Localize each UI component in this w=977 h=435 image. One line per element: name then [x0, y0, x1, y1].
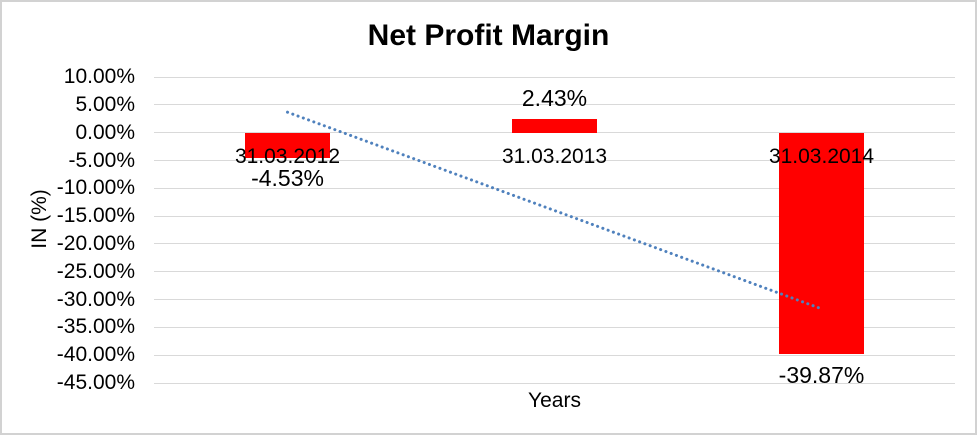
- y-tick-label: -10.00%: [56, 176, 135, 200]
- y-tick-label: 0.00%: [75, 120, 135, 144]
- y-tick-label: -25.00%: [56, 259, 135, 283]
- y-tick-label: 10.00%: [63, 65, 135, 88]
- y-tick-label: 5.00%: [75, 92, 135, 116]
- y-tick-label: -15.00%: [56, 204, 135, 228]
- category-label: 31.03.2013: [501, 144, 608, 168]
- data-label: 2.43%: [521, 85, 588, 112]
- y-tick-label: -30.00%: [56, 287, 135, 311]
- chart-title: Net Profit Margin: [367, 19, 610, 52]
- gridline: [154, 354, 955, 356]
- data-label: -39.87%: [778, 361, 865, 388]
- y-tick-label: -35.00%: [56, 315, 135, 339]
- y-tick-label: -5.00%: [68, 148, 135, 172]
- y-tick-label: -40.00%: [56, 343, 135, 367]
- x-axis-title: Years: [528, 389, 581, 412]
- gridline: [154, 382, 955, 384]
- y-tick-label: -45.00%: [56, 371, 135, 394]
- trendline-dotted-line: [286, 110, 823, 311]
- category-label: 31.03.2014: [768, 144, 875, 168]
- bar: [512, 119, 597, 133]
- gridline: [154, 76, 955, 78]
- gridline: [154, 326, 955, 328]
- y-axis-title: IN (%): [28, 189, 51, 249]
- data-label: -4.53%: [251, 164, 324, 191]
- gridline: [154, 104, 955, 106]
- y-tick-label: -20.00%: [56, 231, 135, 255]
